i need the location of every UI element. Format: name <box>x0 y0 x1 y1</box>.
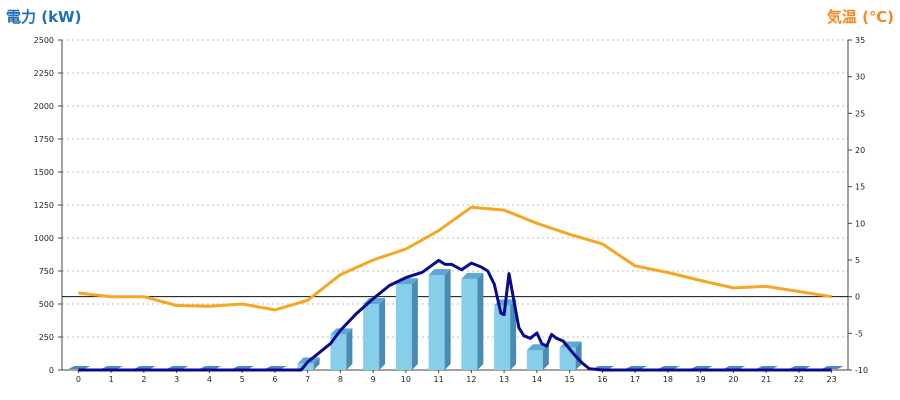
left-tick-label: 750 <box>39 267 54 276</box>
bar <box>494 305 511 370</box>
bar-empty <box>232 366 255 369</box>
right-tick-label: 25 <box>855 109 865 118</box>
right-tick-label: -5 <box>855 329 863 338</box>
bar <box>428 274 445 370</box>
left-tick-label: 2000 <box>34 102 54 111</box>
x-tick-label: 9 <box>371 375 376 384</box>
bar <box>395 284 412 370</box>
bar-empty <box>625 366 648 369</box>
bar-empty <box>657 366 680 369</box>
temperature-line <box>78 205 832 312</box>
x-tick-label: 15 <box>565 375 575 384</box>
x-tick-label: 6 <box>272 375 277 384</box>
left-tick-label: 500 <box>39 300 54 309</box>
bar-empty <box>690 366 713 369</box>
x-tick-label: 5 <box>240 375 245 384</box>
left-tick-label: 1500 <box>34 168 54 177</box>
bar-top <box>428 268 451 275</box>
bar-side <box>313 357 320 370</box>
right-tick-label: 20 <box>855 146 865 155</box>
bar-empty <box>723 366 746 369</box>
bar-top <box>461 272 484 279</box>
left-tick-label: 1250 <box>34 201 54 210</box>
bar-side <box>542 344 549 370</box>
left-tick-label: 1000 <box>34 234 54 243</box>
bar-empty <box>756 366 779 369</box>
x-tick-label: 8 <box>338 375 343 384</box>
right-tick-label: 15 <box>855 183 865 192</box>
x-tick-label: 13 <box>499 375 509 384</box>
right-tick-label: 0 <box>855 293 860 302</box>
x-tick-label: 17 <box>630 375 640 384</box>
bar-side <box>477 272 484 370</box>
bar-side <box>379 298 386 370</box>
bar-side <box>444 268 451 370</box>
x-tick-label: 1 <box>109 375 114 384</box>
bar-side <box>510 299 517 370</box>
x-tick-label: 0 <box>76 375 81 384</box>
bar-empty <box>133 366 156 369</box>
x-tick-label: 20 <box>728 375 738 384</box>
bar-side <box>346 328 353 370</box>
x-tick-label: 12 <box>466 375 476 384</box>
bar-empty <box>101 366 124 369</box>
bar-empty <box>68 366 91 369</box>
x-tick-label: 10 <box>401 375 411 384</box>
right-axis-title: 気温 (℃) <box>826 8 894 26</box>
bar-empty <box>166 366 189 369</box>
left-axis-title: 電力 (kW) <box>6 8 82 26</box>
left-tick-label: 1750 <box>34 135 54 144</box>
right-tick-label: 10 <box>855 219 865 228</box>
left-tick-label: 0 <box>49 366 54 375</box>
left-tick-label: 250 <box>39 333 54 342</box>
x-tick-label: 2 <box>141 375 146 384</box>
x-tick-label: 7 <box>305 375 310 384</box>
bar-empty <box>199 366 222 369</box>
right-tick-label: 5 <box>855 256 860 265</box>
right-tick-label: 35 <box>855 36 865 45</box>
bar <box>461 278 478 370</box>
x-tick-label: 18 <box>663 375 673 384</box>
bar-empty <box>821 366 844 369</box>
bar-side <box>411 278 418 370</box>
bar-empty <box>788 366 811 369</box>
x-tick-label: 11 <box>434 375 444 384</box>
bar <box>363 304 380 370</box>
bar-empty <box>264 366 287 369</box>
x-tick-label: 22 <box>794 375 804 384</box>
bar <box>526 350 543 370</box>
x-tick-label: 3 <box>174 375 179 384</box>
bar <box>330 334 347 370</box>
x-tick-label: 23 <box>827 375 837 384</box>
x-tick-label: 16 <box>597 375 607 384</box>
right-tick-label: 30 <box>855 73 865 82</box>
left-tick-label: 2500 <box>34 36 54 45</box>
right-tick-label: -10 <box>855 366 868 375</box>
x-tick-label: 19 <box>696 375 706 384</box>
power-line <box>78 258 832 372</box>
x-tick-label: 14 <box>532 375 542 384</box>
left-tick-label: 2250 <box>34 69 54 78</box>
x-tick-label: 4 <box>207 375 212 384</box>
x-tick-label: 21 <box>761 375 771 384</box>
